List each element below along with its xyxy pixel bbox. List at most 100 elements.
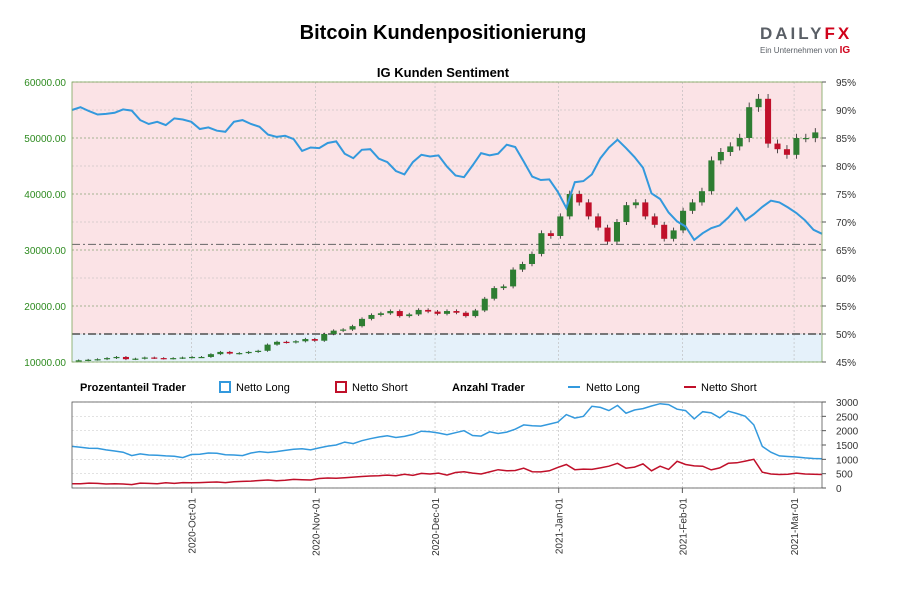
y-tick-label-left: 50000.00 bbox=[24, 134, 66, 145]
candle-body bbox=[689, 202, 696, 211]
candle-body bbox=[443, 311, 451, 314]
candle-body bbox=[160, 358, 167, 360]
y-tick-label-right: 90% bbox=[836, 106, 856, 117]
candle-body bbox=[698, 191, 705, 203]
y-tick-label-right: 70% bbox=[836, 218, 856, 229]
candle-body bbox=[170, 358, 177, 360]
y-tick-label-right: 65% bbox=[836, 246, 856, 257]
candle-body bbox=[434, 311, 441, 314]
candle-body bbox=[519, 264, 526, 270]
sentiment-line bbox=[71, 106, 823, 242]
candle-body bbox=[198, 356, 205, 359]
candle-body bbox=[264, 344, 271, 351]
candle-body bbox=[727, 146, 734, 152]
candle-body bbox=[585, 202, 592, 217]
candle-body bbox=[132, 358, 139, 360]
candle-body bbox=[491, 288, 498, 299]
candle-body bbox=[510, 269, 517, 287]
candle-body bbox=[292, 341, 299, 343]
candle-body bbox=[387, 311, 394, 314]
y-tick-label-bottom: 1000 bbox=[836, 455, 859, 466]
candle-body bbox=[141, 357, 148, 359]
y-tick-label-bottom: 500 bbox=[836, 470, 853, 481]
y-tick-label-right: 50% bbox=[836, 330, 856, 341]
legend-long-label: Netto Long bbox=[236, 382, 290, 394]
candle-body bbox=[311, 339, 318, 341]
candle-body bbox=[151, 357, 158, 359]
y-tick-label-left: 60000.00 bbox=[24, 78, 66, 89]
candle-body bbox=[330, 330, 337, 334]
candle-body bbox=[358, 318, 366, 327]
x-tick-label: 2021-Jan-01 bbox=[555, 498, 566, 555]
candle-body bbox=[717, 152, 724, 161]
y-tick-label-left: 40000.00 bbox=[24, 190, 66, 201]
netto-long-count-line bbox=[71, 402, 823, 460]
x-tick-label: 2020-Dec-01 bbox=[431, 498, 442, 556]
dailyfx-logo: DAILYFX Ein Unternehmen von IG bbox=[760, 24, 870, 56]
candle-body bbox=[340, 329, 347, 331]
x-axis: 2020-Oct-01 2020-Nov-01 2020-Dec-01 2021-Ja… bbox=[188, 488, 801, 556]
candle-body bbox=[396, 311, 403, 317]
candle-body bbox=[104, 358, 111, 360]
candle-body bbox=[189, 356, 196, 359]
candle-body bbox=[661, 224, 668, 239]
candle-body bbox=[783, 149, 790, 155]
legend-long-swatch bbox=[219, 381, 231, 393]
legend-group-percent: Prozentanteil Trader bbox=[80, 382, 186, 394]
y-tick-label-bottom: 2000 bbox=[836, 427, 859, 438]
candle-body bbox=[75, 360, 82, 362]
candle-body bbox=[576, 194, 583, 203]
candle-body bbox=[217, 351, 224, 355]
x-tick-label: 2020-Oct-01 bbox=[188, 498, 199, 554]
legend-group-count: Anzahl Trader bbox=[452, 382, 525, 394]
price-candles bbox=[75, 94, 819, 362]
legend-short-label: Netto Short bbox=[352, 382, 408, 394]
candle-body bbox=[462, 312, 469, 317]
candle-body bbox=[557, 216, 564, 236]
bottom-right-axis: 3000 2500 2000 1500 1000 500 0 bbox=[822, 398, 859, 495]
candle-body bbox=[793, 138, 800, 155]
candle-body bbox=[500, 286, 507, 289]
ig-logo-mark: IG bbox=[839, 45, 851, 56]
candle-body bbox=[755, 98, 762, 108]
candle-body bbox=[765, 98, 772, 144]
candle-body bbox=[321, 334, 328, 341]
candle-body bbox=[122, 356, 129, 360]
y-tick-label-right: 85% bbox=[836, 134, 856, 145]
candle-body bbox=[368, 314, 375, 319]
candle-body bbox=[802, 138, 809, 140]
logo-word-left: DAILY bbox=[760, 24, 825, 43]
candle-body bbox=[680, 210, 687, 231]
y-tick-label-bottom: 1500 bbox=[836, 441, 859, 452]
logo-sub-text: Ein Unternehmen von bbox=[760, 46, 838, 55]
candle-body bbox=[528, 253, 536, 264]
candle-body bbox=[538, 233, 545, 254]
candle-body bbox=[481, 298, 488, 311]
candle-body bbox=[613, 222, 620, 242]
y-tick-label-bottom: 3000 bbox=[836, 398, 859, 409]
candle-body bbox=[651, 216, 658, 225]
candle-body bbox=[85, 359, 92, 361]
candle-body bbox=[406, 314, 413, 317]
candle-body bbox=[425, 309, 432, 312]
candle-body bbox=[746, 107, 753, 138]
y-tick-label-left: 10000.00 bbox=[24, 358, 66, 369]
y-tick-label-right: 55% bbox=[836, 302, 856, 313]
candle-body bbox=[812, 132, 819, 138]
right-axis: 95% 90% 85% 80% 75% 70% 65% 60% 55% 50% 45% bbox=[822, 78, 856, 369]
legend: Prozentanteil Trader Netto Long Netto Sh… bbox=[80, 381, 757, 394]
logo-wordmark: DAILYFX bbox=[760, 24, 870, 44]
x-tick-label: 2021-Mar-01 bbox=[790, 498, 801, 556]
left-axis: 60000.00 50000.00 40000.00 30000.00 20000.00… bbox=[24, 78, 66, 369]
netto-short-count-line bbox=[72, 458, 823, 486]
y-tick-label-right: 75% bbox=[836, 190, 856, 201]
candle-body bbox=[179, 357, 186, 359]
candle-body bbox=[236, 353, 243, 355]
candle-body bbox=[708, 160, 715, 192]
legend-short-swatch bbox=[335, 381, 347, 393]
reference-lines bbox=[72, 243, 822, 335]
candle-body bbox=[595, 216, 602, 228]
y-tick-label-right: 60% bbox=[836, 274, 856, 285]
x-tick-label: 2020-Nov-01 bbox=[311, 498, 322, 556]
